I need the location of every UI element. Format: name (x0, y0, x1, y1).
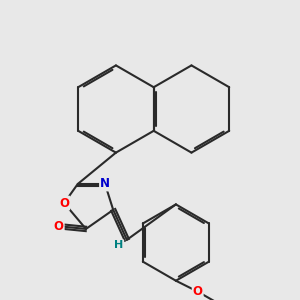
Text: N: N (100, 178, 110, 190)
Text: O: O (59, 196, 69, 209)
Text: H: H (114, 240, 123, 250)
Text: O: O (54, 220, 64, 233)
Text: O: O (193, 285, 203, 298)
